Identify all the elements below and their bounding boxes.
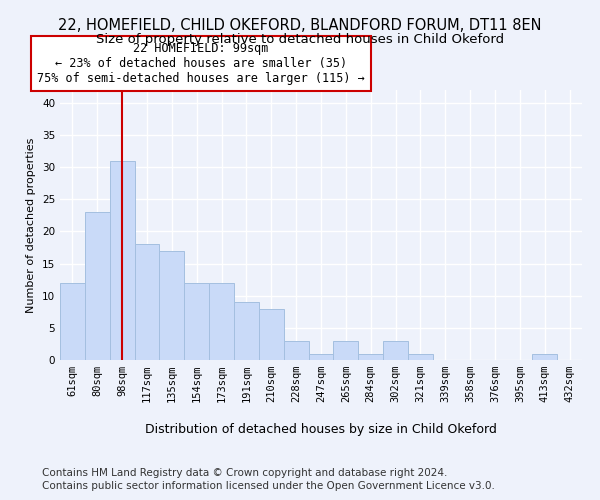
Bar <box>408 354 433 360</box>
Bar <box>259 308 284 360</box>
Bar <box>110 160 134 360</box>
Bar <box>209 283 234 360</box>
Text: Distribution of detached houses by size in Child Okeford: Distribution of detached houses by size … <box>145 422 497 436</box>
Bar <box>60 283 85 360</box>
Bar <box>383 340 408 360</box>
Text: Contains HM Land Registry data © Crown copyright and database right 2024.: Contains HM Land Registry data © Crown c… <box>42 468 448 477</box>
Bar <box>308 354 334 360</box>
Bar <box>134 244 160 360</box>
Text: 22 HOMEFIELD: 99sqm
← 23% of detached houses are smaller (35)
75% of semi-detach: 22 HOMEFIELD: 99sqm ← 23% of detached ho… <box>37 42 365 84</box>
Bar <box>334 340 358 360</box>
Bar <box>184 283 209 360</box>
Bar <box>85 212 110 360</box>
Bar <box>160 250 184 360</box>
Y-axis label: Number of detached properties: Number of detached properties <box>26 138 37 312</box>
Text: Size of property relative to detached houses in Child Okeford: Size of property relative to detached ho… <box>96 32 504 46</box>
Bar <box>358 354 383 360</box>
Bar <box>234 302 259 360</box>
Bar <box>284 340 308 360</box>
Text: Contains public sector information licensed under the Open Government Licence v3: Contains public sector information licen… <box>42 481 495 491</box>
Bar <box>532 354 557 360</box>
Text: 22, HOMEFIELD, CHILD OKEFORD, BLANDFORD FORUM, DT11 8EN: 22, HOMEFIELD, CHILD OKEFORD, BLANDFORD … <box>58 18 542 32</box>
